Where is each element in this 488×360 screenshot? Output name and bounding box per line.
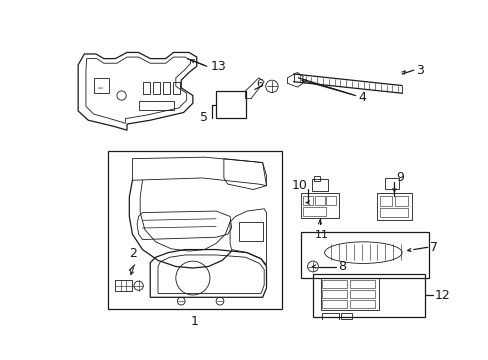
Text: 4: 4	[357, 91, 365, 104]
Bar	[340, 313, 351, 319]
Bar	[314, 195, 324, 205]
Bar	[379, 208, 407, 217]
Text: 10: 10	[291, 179, 307, 192]
Bar	[216, 91, 245, 118]
Bar	[172, 82, 180, 94]
Bar	[349, 280, 374, 288]
Bar	[311, 180, 327, 191]
Bar	[322, 300, 346, 308]
Text: 1: 1	[190, 315, 198, 328]
Text: 11: 11	[314, 230, 328, 239]
Text: 8: 8	[337, 260, 345, 273]
Bar	[239, 222, 262, 241]
Text: 3: 3	[415, 64, 423, 77]
Bar	[107, 151, 282, 309]
Text: 12: 12	[434, 289, 449, 302]
Text: 2: 2	[129, 247, 137, 260]
Bar	[384, 178, 398, 189]
Bar	[138, 101, 173, 110]
Bar	[349, 300, 374, 308]
Text: l: l	[98, 86, 104, 88]
Bar	[322, 289, 346, 298]
Bar	[349, 289, 374, 298]
Bar	[377, 193, 411, 220]
Bar	[322, 280, 346, 288]
Bar	[322, 313, 339, 320]
Text: 13: 13	[210, 60, 226, 73]
Bar	[115, 280, 132, 291]
Text: 7: 7	[429, 241, 437, 254]
Bar	[152, 82, 160, 94]
Bar	[301, 232, 428, 278]
Bar	[379, 195, 391, 206]
Bar	[320, 278, 378, 310]
Bar	[163, 82, 170, 94]
Bar	[94, 78, 109, 93]
Bar	[142, 82, 150, 94]
Bar	[302, 207, 325, 216]
Bar	[312, 274, 425, 316]
Bar	[301, 193, 338, 218]
Bar	[302, 195, 312, 205]
Bar	[313, 176, 319, 181]
Text: 9: 9	[396, 171, 404, 184]
Bar	[325, 195, 336, 205]
Text: 5: 5	[200, 111, 208, 125]
Text: 6: 6	[256, 79, 263, 89]
Bar	[394, 195, 407, 206]
